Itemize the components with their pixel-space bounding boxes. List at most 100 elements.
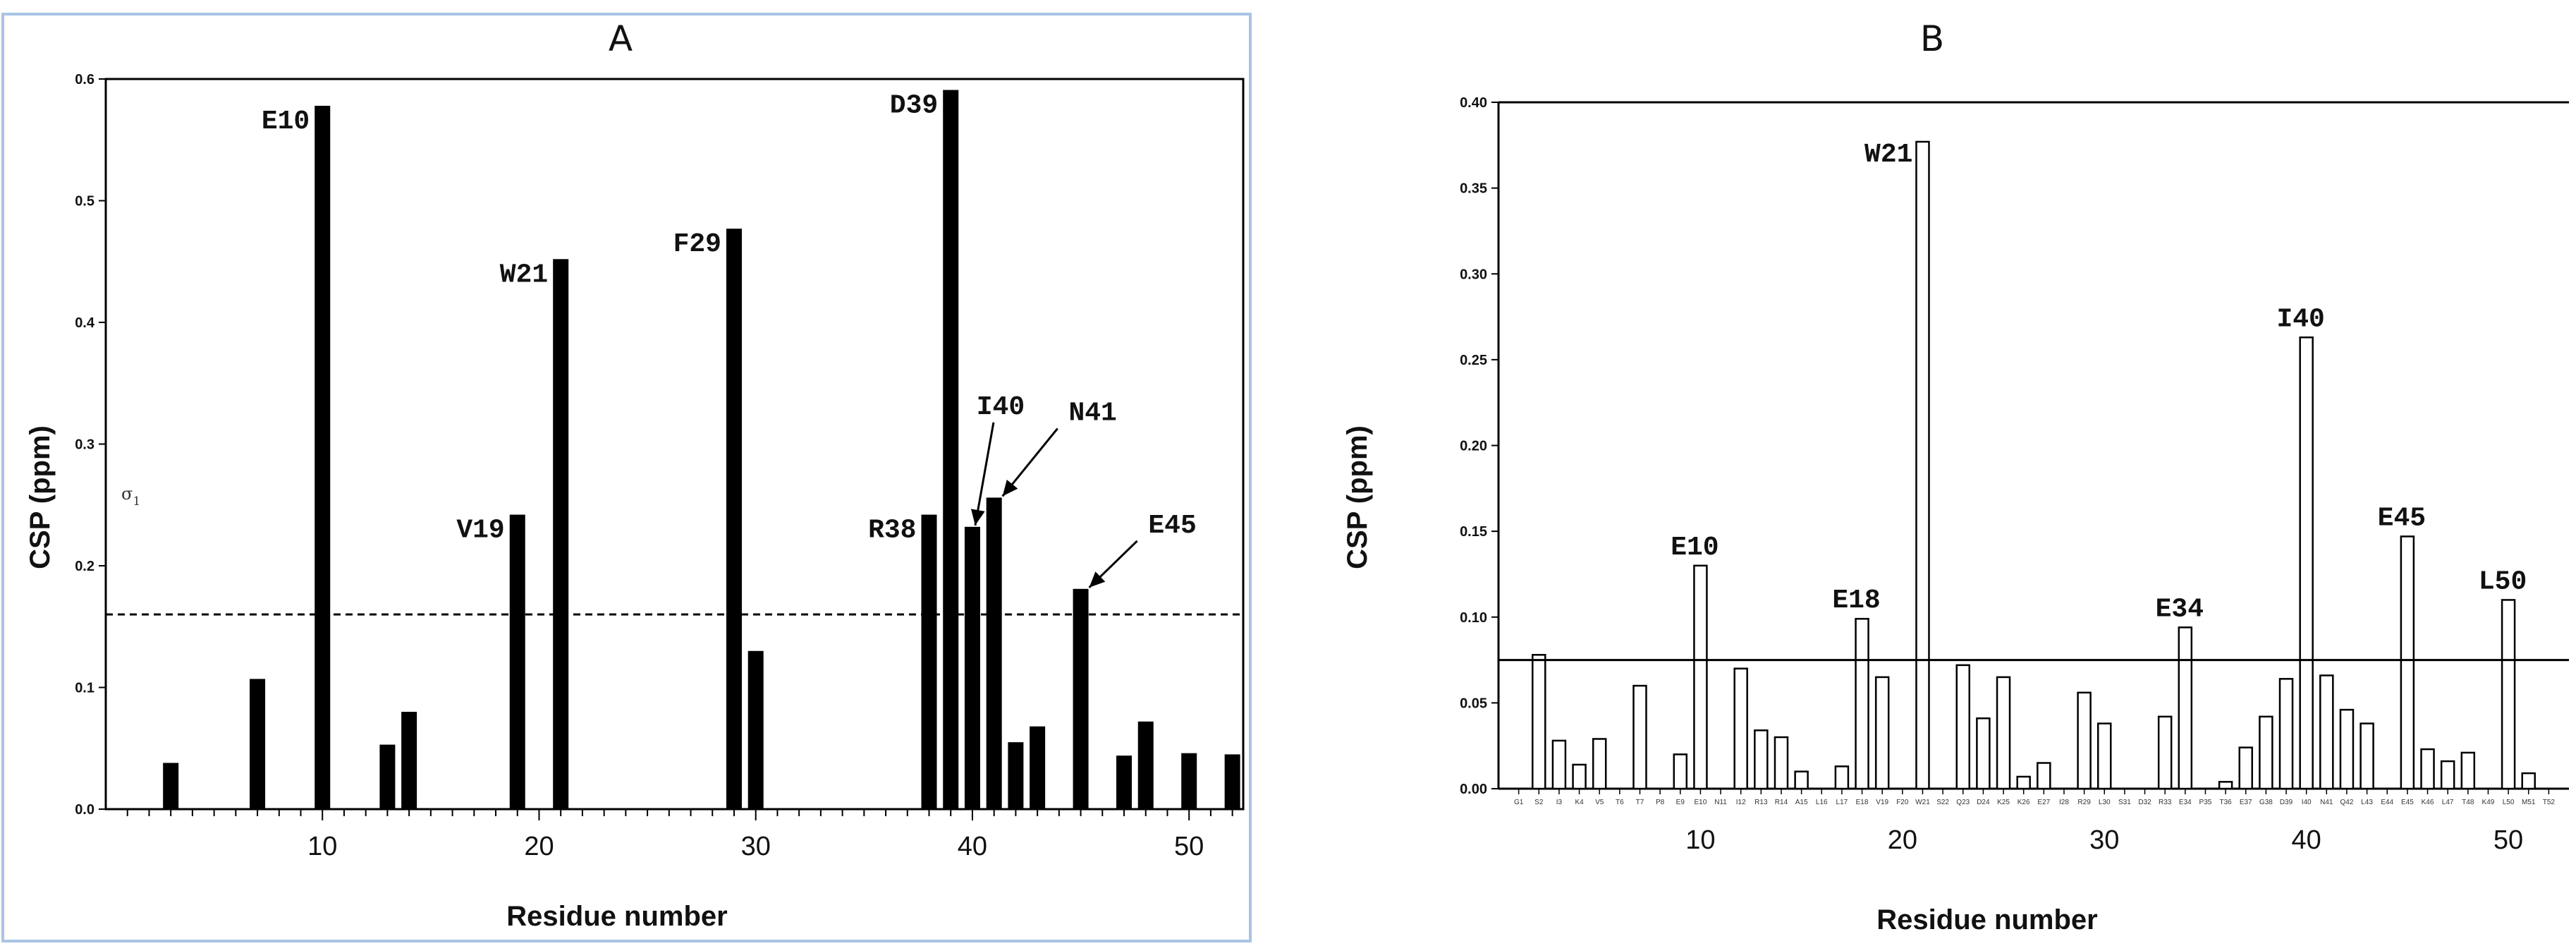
panel-b-x-tick-label: 20 xyxy=(1888,825,1917,855)
panel-b-residue-label: N11 xyxy=(1714,799,1727,806)
panel-b-residue-label: L30 xyxy=(2099,799,2111,806)
panel-a-annotation: R38 xyxy=(868,516,916,546)
panel-a-y-tick-label: 0.6 xyxy=(75,72,94,87)
panel-b-bar xyxy=(1632,684,1647,790)
panel-b-bar xyxy=(2339,708,2355,790)
panel-b-residue-label: L43 xyxy=(2361,799,2373,806)
panel-b-residue-label: I12 xyxy=(1736,799,1746,806)
panel-b-bar xyxy=(2218,781,2233,790)
panel-b-bar xyxy=(1733,667,1748,790)
panel-a-bar xyxy=(726,229,742,809)
panel-b-annotation: I40 xyxy=(2276,304,2324,334)
panel-b-residue-label: E10 xyxy=(1695,799,1707,806)
panel-a-bar xyxy=(1137,721,1154,809)
panel-b-residue-label: M51 xyxy=(2522,799,2536,806)
panel-b-residue-label: L17 xyxy=(1836,799,1848,806)
panel-b-residue-label: P35 xyxy=(2199,799,2212,806)
panel-b-residue-label: D39 xyxy=(2280,799,2293,806)
panel-b-y-axis-label: CSP (ppm) xyxy=(1342,425,1373,569)
panel-a-bar xyxy=(163,763,179,809)
panel-b-residue-label: K25 xyxy=(1997,799,2010,806)
panel-b-residue-label: K49 xyxy=(2482,799,2495,806)
panel-a-plot-frame xyxy=(104,78,1245,811)
panel-b-residue-label: T6 xyxy=(1616,799,1624,806)
panel-b-annotation: E34 xyxy=(2156,594,2204,624)
panel-b-bar xyxy=(1693,564,1708,790)
panel-b-residue-label: V5 xyxy=(1595,799,1604,806)
panel-b-plot: 0.00 0.05 0.10 0.15 0.20 0.25 0.30 0.35 0.40 G1 S2… xyxy=(1460,95,2569,855)
panel-b-residue-label: S2 xyxy=(1534,799,1544,806)
panel-b-residue-label: I28 xyxy=(2059,799,2069,806)
panel-b-residue-label: G38 xyxy=(2259,799,2273,806)
panel-a-bar xyxy=(509,514,525,809)
panel-b-annotation: E45 xyxy=(2378,503,2426,533)
panel-a-arrow-line xyxy=(974,422,995,526)
panel-a-annotation: W21 xyxy=(500,260,548,290)
panel-a-annotation: E45 xyxy=(1148,511,1196,541)
panel-b-bar xyxy=(2299,336,2314,790)
panel-a-y-tick-label: 0.5 xyxy=(75,194,94,210)
panel-b-residue-label: R29 xyxy=(2077,799,2091,806)
panel-b-residue-label: N41 xyxy=(2320,799,2333,806)
panel-b-bar xyxy=(1532,654,1546,790)
panel-b-bar xyxy=(1592,738,1607,790)
panel-b-bar xyxy=(2077,691,2092,790)
panel-a-y-tick-label: 0.3 xyxy=(75,437,94,453)
panel-b-annotation: E18 xyxy=(1832,586,1880,616)
panel-a-x-tick-label: 40 xyxy=(958,832,987,861)
panel-a-x-tick-label: 20 xyxy=(524,832,554,861)
panel-a-arrow-head xyxy=(970,509,985,526)
panel-a-arrow-head xyxy=(1089,571,1106,588)
panel-b-residue-label: F20 xyxy=(1896,799,1909,806)
panel-b-residue-label: T52 xyxy=(2543,799,2556,806)
panel-a-bar xyxy=(1181,753,1197,809)
panel-b-annotation: W21 xyxy=(1864,140,1912,170)
panel-b-residue-label: P8 xyxy=(1656,799,1665,806)
panel-b-residue-label: E18 xyxy=(1856,799,1869,806)
panel-b-residue-label: G1 xyxy=(1514,799,1524,806)
panel-b-y-tick-label: 0.10 xyxy=(1460,610,1487,626)
panel-a-bar xyxy=(1116,756,1133,809)
panel-b-y-tick-label: 0.25 xyxy=(1460,353,1487,368)
panel-b-residue-label: T7 xyxy=(1636,799,1644,806)
panel-b-residue-label: D32 xyxy=(2138,799,2151,806)
panel-b-residue-label: T36 xyxy=(2219,799,2232,806)
panel-b-residue-label: I3 xyxy=(1556,799,1563,806)
panel-b-annotation: L50 xyxy=(2479,566,2527,597)
panel-b-bar xyxy=(2157,715,2173,790)
panel-b-y-tick-label: 0.40 xyxy=(1460,95,1487,111)
panel-a-bar xyxy=(1008,742,1024,809)
panel-a-frame xyxy=(1,13,1252,942)
panel-a-bar xyxy=(921,514,937,809)
panel-b-y-tick-label: 0.35 xyxy=(1460,181,1487,197)
panel-b-residue-label: K26 xyxy=(2018,799,2030,806)
panel-a-y-tick-label: 0.1 xyxy=(75,681,94,696)
panel-b-bar xyxy=(1572,763,1587,790)
panel-b-residue-label: A15 xyxy=(1795,799,1808,806)
panel-b-residue-label: L16 xyxy=(1816,799,1828,806)
panel-b-residue-label: S31 xyxy=(2118,799,2131,806)
panel-b-bar xyxy=(1794,770,1809,790)
panel-b-bar xyxy=(2319,674,2334,790)
panel-a-annotation: E10 xyxy=(262,107,310,137)
panel-b-bar xyxy=(2238,746,2253,790)
panel-a-x-axis-label: Residue number xyxy=(506,901,727,932)
panel-a-x-tick-label: 10 xyxy=(307,832,337,861)
panel-b-residue-label: W21 xyxy=(1915,799,1930,806)
panel-b-bar xyxy=(1996,676,2011,790)
panel-a-arrow-head xyxy=(1002,480,1018,497)
panel-b-residue-label: K46 xyxy=(2422,799,2434,806)
panel-b-bar xyxy=(1874,676,1890,790)
panel-a-x-tick-label: 30 xyxy=(741,832,771,861)
panel-b-bar xyxy=(1551,739,1567,790)
panel-a-bar xyxy=(401,712,417,809)
panel-b-x-axis-label: Residue number xyxy=(1876,904,2097,935)
panel-a-plot: 0.0 0.1 0.2 0.3 0.4 0.5 0.6 10 20 30 40 50 E10 W21 F29… xyxy=(75,72,1245,861)
panel-b-bar xyxy=(2400,535,2415,790)
panel-a-y-tick-label: 0.4 xyxy=(75,315,95,331)
panel-a-annotation: V19 xyxy=(456,516,504,546)
panel-b-residue-label: D24 xyxy=(1977,799,1990,806)
panel-b-residue-label: Q23 xyxy=(1956,799,1970,806)
panel-b-bar xyxy=(2278,678,2294,790)
